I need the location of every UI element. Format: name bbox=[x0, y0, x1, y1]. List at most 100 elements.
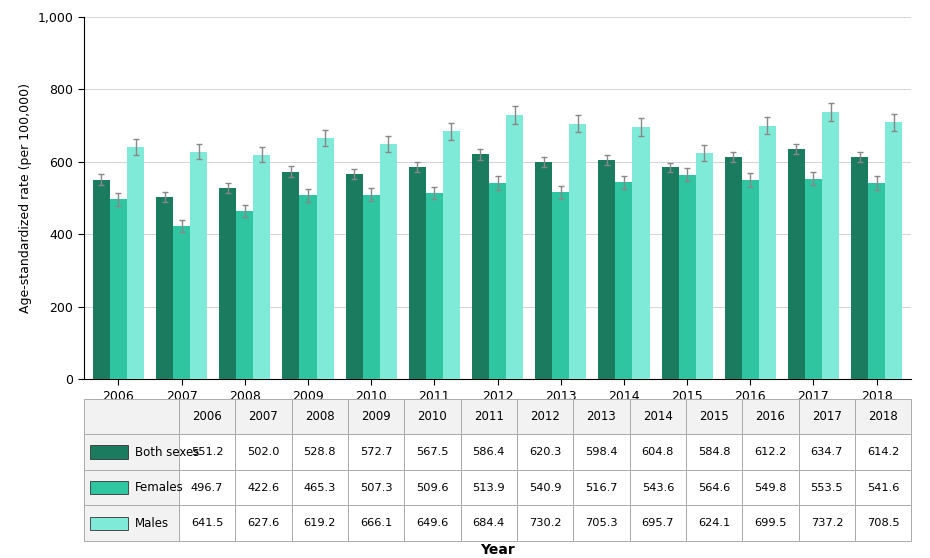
Text: 422.6: 422.6 bbox=[247, 483, 280, 493]
Bar bbox=[742, 399, 799, 434]
Bar bbox=[292, 434, 348, 470]
Bar bbox=[90, 481, 128, 494]
Bar bbox=[759, 126, 776, 379]
Bar bbox=[179, 434, 235, 470]
Bar bbox=[405, 434, 460, 470]
Bar bbox=[573, 434, 630, 470]
Bar bbox=[348, 434, 405, 470]
Bar bbox=[235, 434, 292, 470]
Bar bbox=[93, 180, 110, 379]
Text: Both sexes: Both sexes bbox=[135, 446, 199, 459]
Bar bbox=[409, 167, 426, 379]
Bar bbox=[799, 506, 855, 541]
Bar bbox=[855, 506, 911, 541]
Bar bbox=[316, 138, 334, 379]
Bar bbox=[661, 167, 679, 379]
Text: 2016: 2016 bbox=[755, 410, 786, 423]
Bar bbox=[855, 399, 911, 434]
Bar bbox=[855, 434, 911, 470]
Bar bbox=[90, 517, 128, 530]
Text: 513.9: 513.9 bbox=[472, 483, 505, 493]
Text: 614.2: 614.2 bbox=[867, 447, 899, 457]
Bar bbox=[84, 399, 179, 434]
Bar bbox=[405, 399, 460, 434]
Y-axis label: Age-standardized rate (per 100,000): Age-standardized rate (per 100,000) bbox=[19, 83, 32, 313]
Bar bbox=[460, 399, 517, 434]
Text: 684.4: 684.4 bbox=[472, 518, 505, 528]
Bar bbox=[552, 192, 569, 379]
Bar bbox=[569, 124, 586, 379]
Bar bbox=[90, 445, 128, 459]
Text: 2013: 2013 bbox=[587, 410, 617, 423]
Bar bbox=[535, 162, 552, 379]
Text: 624.1: 624.1 bbox=[698, 518, 730, 528]
Text: 509.6: 509.6 bbox=[417, 483, 448, 493]
Text: Year: Year bbox=[480, 543, 515, 557]
Text: 2014: 2014 bbox=[643, 410, 672, 423]
Text: 2015: 2015 bbox=[699, 410, 729, 423]
Text: Males: Males bbox=[135, 517, 169, 530]
Text: 572.7: 572.7 bbox=[360, 447, 392, 457]
Text: 507.3: 507.3 bbox=[360, 483, 392, 493]
Bar bbox=[742, 180, 759, 379]
Text: 699.5: 699.5 bbox=[754, 518, 787, 528]
Text: Females: Females bbox=[135, 481, 184, 494]
Bar bbox=[630, 470, 686, 506]
Bar bbox=[292, 399, 348, 434]
Bar bbox=[299, 195, 316, 379]
Bar bbox=[573, 470, 630, 506]
Bar bbox=[573, 399, 630, 434]
Bar bbox=[292, 506, 348, 541]
Bar bbox=[855, 470, 911, 506]
Text: 604.8: 604.8 bbox=[642, 447, 674, 457]
Bar bbox=[686, 506, 742, 541]
Text: 627.6: 627.6 bbox=[247, 518, 280, 528]
Bar bbox=[219, 187, 236, 379]
Text: 528.8: 528.8 bbox=[303, 447, 336, 457]
Bar bbox=[799, 434, 855, 470]
Bar bbox=[426, 193, 443, 379]
Bar bbox=[127, 147, 144, 379]
Text: 2009: 2009 bbox=[361, 410, 391, 423]
Bar bbox=[742, 470, 799, 506]
Bar bbox=[686, 399, 742, 434]
Bar bbox=[851, 157, 868, 379]
Bar bbox=[235, 399, 292, 434]
Text: 584.8: 584.8 bbox=[698, 447, 730, 457]
Text: 2018: 2018 bbox=[869, 410, 898, 423]
Text: 465.3: 465.3 bbox=[303, 483, 336, 493]
Bar bbox=[517, 470, 573, 506]
Bar bbox=[283, 172, 299, 379]
Bar bbox=[179, 506, 235, 541]
Text: 553.5: 553.5 bbox=[811, 483, 844, 493]
Bar bbox=[84, 470, 179, 506]
Text: 730.2: 730.2 bbox=[529, 518, 562, 528]
Bar bbox=[506, 114, 524, 379]
Text: 737.2: 737.2 bbox=[811, 518, 844, 528]
Bar bbox=[363, 195, 379, 379]
Text: 551.2: 551.2 bbox=[191, 447, 223, 457]
Bar bbox=[868, 183, 885, 379]
Bar bbox=[788, 149, 805, 379]
Bar bbox=[110, 199, 127, 379]
Text: 2008: 2008 bbox=[305, 410, 335, 423]
Bar bbox=[379, 144, 397, 379]
Text: 2012: 2012 bbox=[530, 410, 560, 423]
Bar bbox=[679, 175, 696, 379]
Text: 567.5: 567.5 bbox=[417, 447, 448, 457]
Text: 2011: 2011 bbox=[474, 410, 504, 423]
Text: 666.1: 666.1 bbox=[360, 518, 392, 528]
Text: 708.5: 708.5 bbox=[867, 518, 899, 528]
Text: 496.7: 496.7 bbox=[191, 483, 223, 493]
Bar bbox=[517, 399, 573, 434]
Bar bbox=[84, 506, 179, 541]
Bar bbox=[179, 470, 235, 506]
Text: 641.5: 641.5 bbox=[191, 518, 223, 528]
Bar bbox=[235, 470, 292, 506]
Bar bbox=[598, 160, 616, 379]
Text: 620.3: 620.3 bbox=[529, 447, 562, 457]
Text: 564.6: 564.6 bbox=[698, 483, 730, 493]
Bar bbox=[253, 155, 271, 379]
Bar bbox=[632, 127, 649, 379]
Bar bbox=[236, 211, 253, 379]
